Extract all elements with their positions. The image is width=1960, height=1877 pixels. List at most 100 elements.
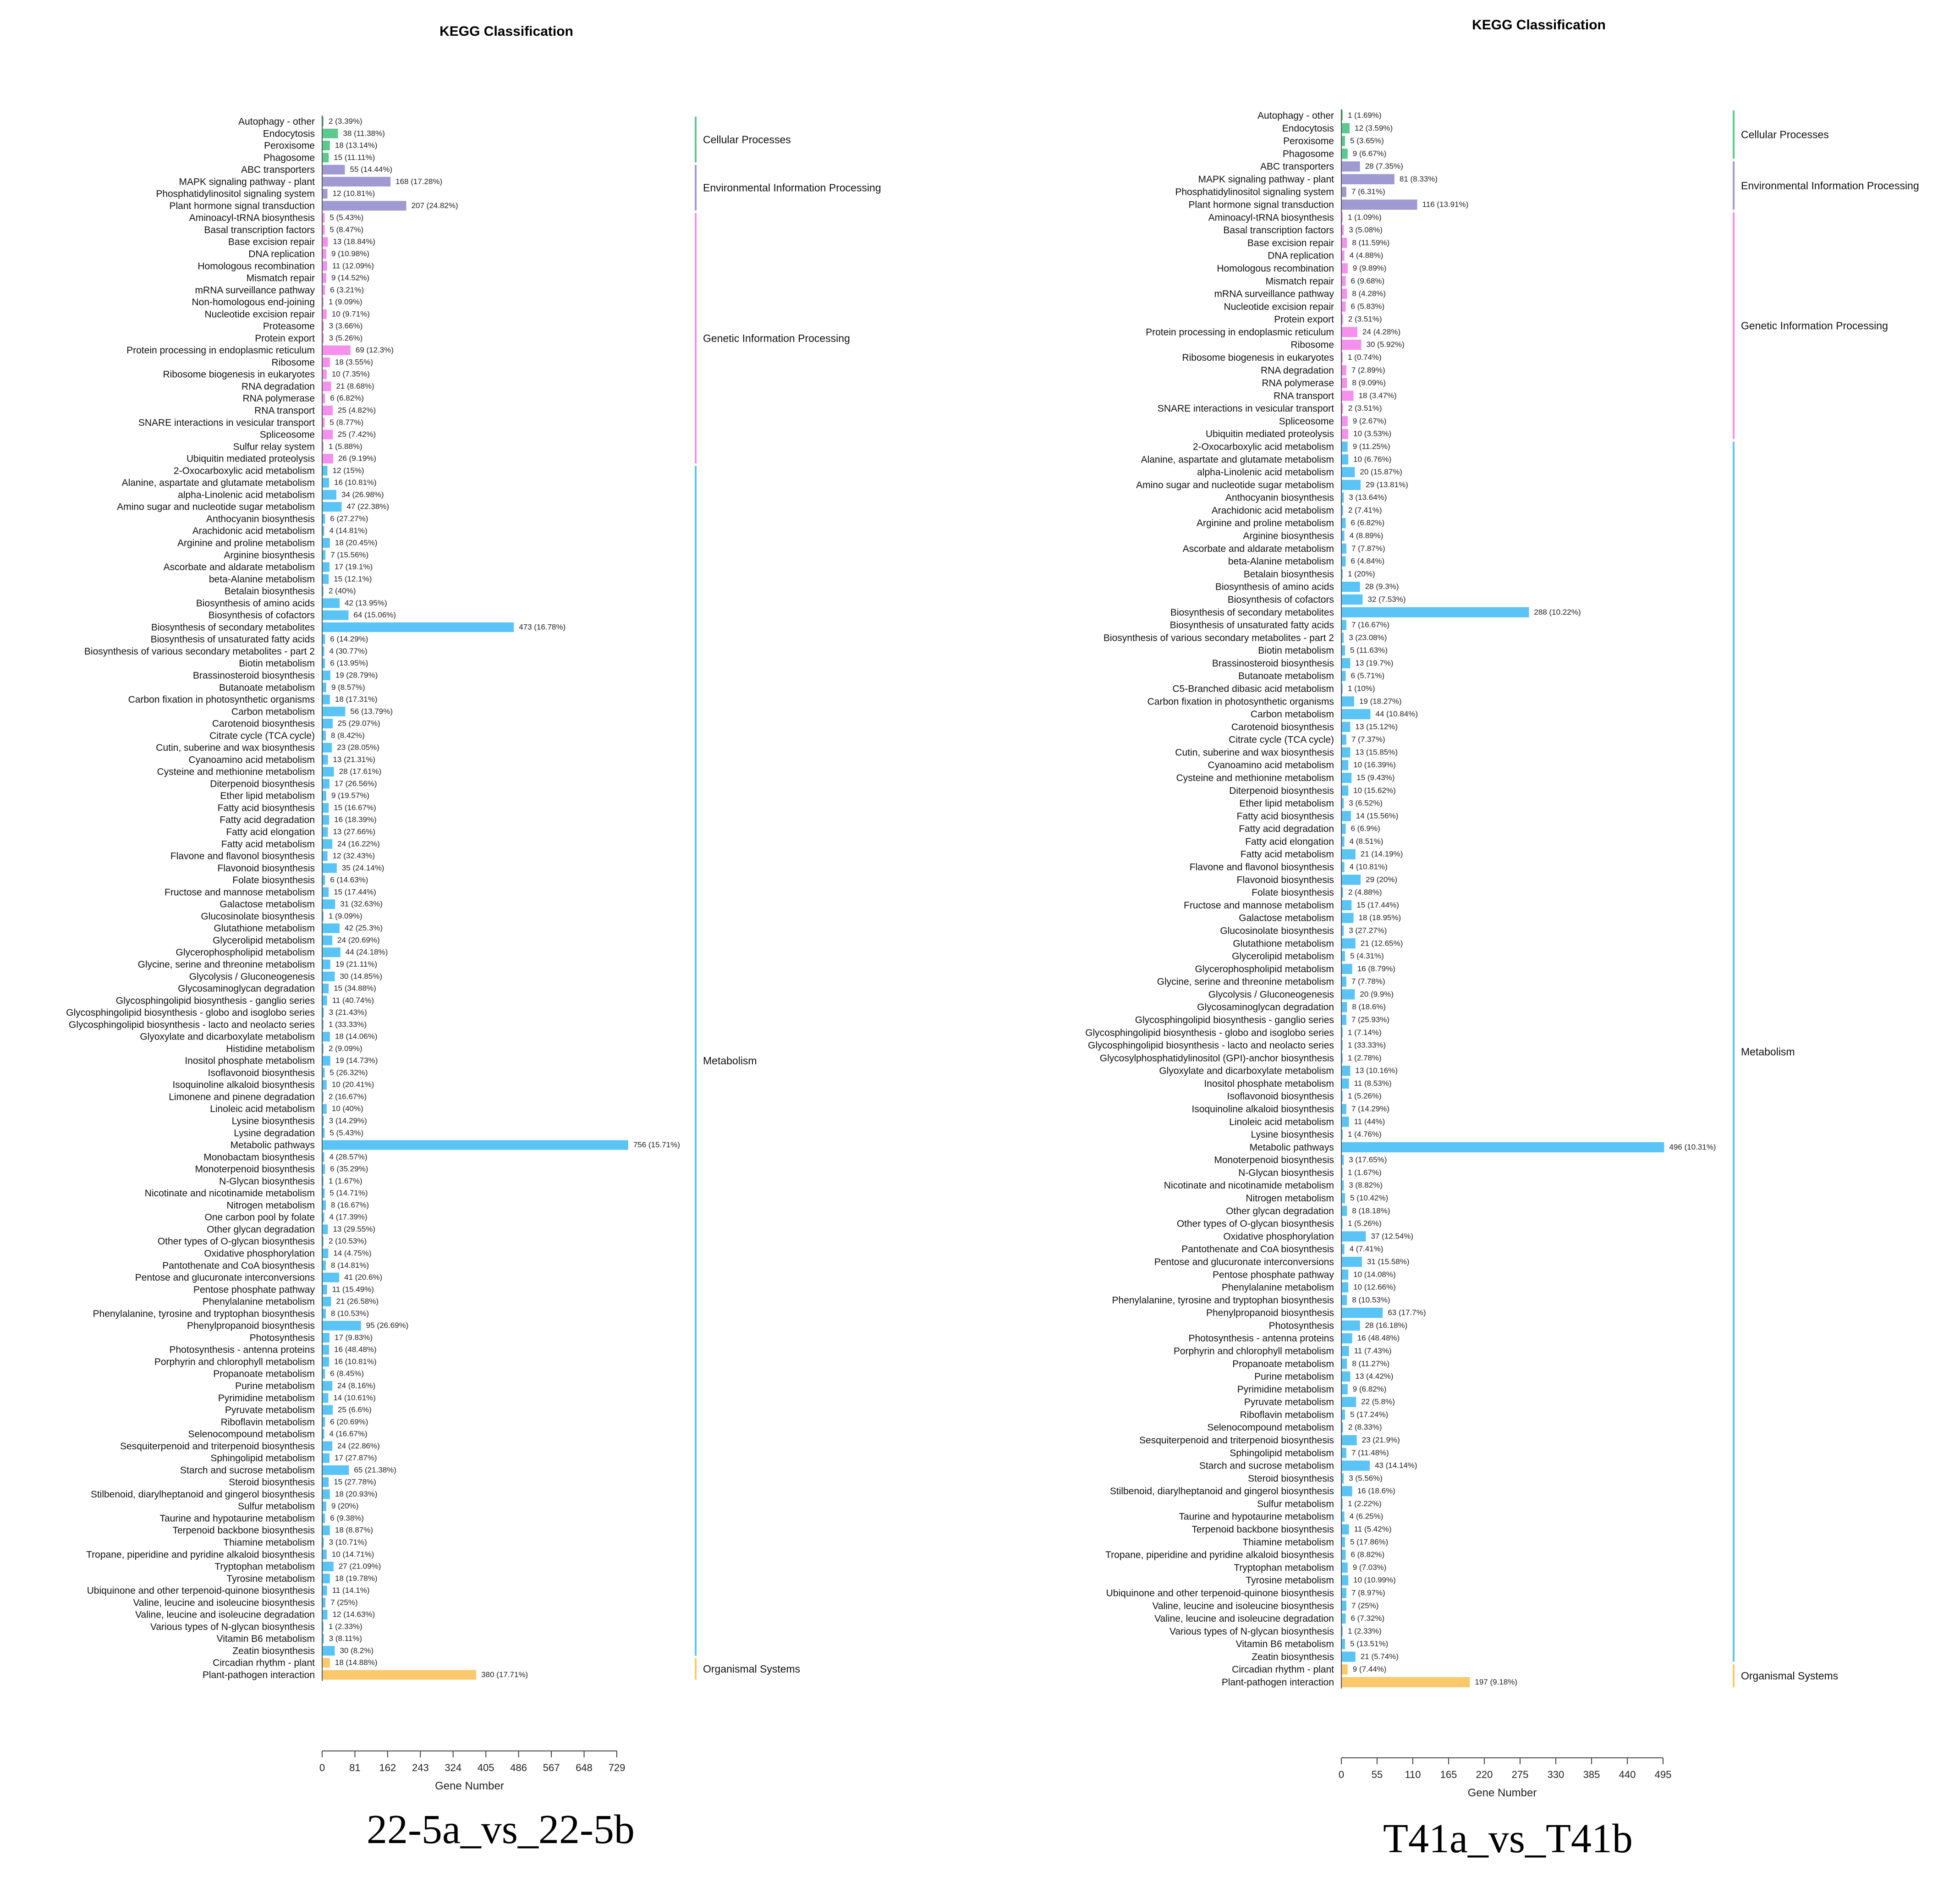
bar-data-label: 4 (17.39%) bbox=[329, 1213, 368, 1222]
bar bbox=[323, 128, 338, 138]
category-label: Various types of N-glycan biosynthesis bbox=[1169, 1626, 1334, 1637]
chart-caption: T41a_vs_T41b bbox=[1383, 1816, 1633, 1861]
category-label: Arginine biosynthesis bbox=[1243, 531, 1334, 541]
category-label: Cyanoamino acid metabolism bbox=[1208, 760, 1334, 771]
bar bbox=[323, 213, 325, 223]
bar-data-label: 9 (2.67%) bbox=[1353, 417, 1387, 425]
bar-data-label: 14 (15.56%) bbox=[1356, 811, 1399, 820]
bar bbox=[1342, 1664, 1348, 1675]
category-label: Cutin, suberine and wax biosynthesis bbox=[1175, 747, 1334, 758]
bar-data-label: 5 (11.63%) bbox=[1350, 646, 1388, 655]
bar bbox=[323, 550, 326, 560]
bar-data-label: 756 (15.71%) bbox=[633, 1140, 680, 1149]
bar bbox=[1342, 237, 1347, 248]
bar-data-label: 18 (20.93%) bbox=[335, 1490, 378, 1498]
bar bbox=[323, 429, 333, 440]
bar bbox=[1342, 1295, 1347, 1305]
bar bbox=[1342, 530, 1345, 541]
bar bbox=[323, 719, 333, 729]
bar bbox=[323, 1562, 334, 1572]
bar bbox=[1342, 1066, 1351, 1076]
bar-data-label: 5 (4.31%) bbox=[1350, 952, 1384, 960]
bar bbox=[1342, 1397, 1356, 1407]
bar bbox=[1342, 645, 1345, 656]
category-label: Mismatch repair bbox=[247, 273, 315, 284]
bar-data-label: 5 (13.51%) bbox=[1350, 1640, 1388, 1648]
bar bbox=[323, 514, 325, 524]
bar-data-label: 21 (26.58%) bbox=[336, 1297, 379, 1306]
bar-data-label: 7 (2.89%) bbox=[1351, 366, 1385, 374]
category-label: Aminoacyl-tRNA biosynthesis bbox=[189, 213, 315, 223]
bar-data-label: 11 (15.49%) bbox=[332, 1285, 374, 1294]
category-label: SNARE interactions in vesicular transpor… bbox=[138, 418, 315, 428]
category-label: Tropane, piperidine and pyridine alkaloi… bbox=[86, 1549, 315, 1560]
bar bbox=[1342, 671, 1346, 681]
bar bbox=[323, 875, 325, 885]
category-label: Sphingolipid metabolism bbox=[210, 1453, 315, 1464]
category-label: Terpenoid backbone biosynthesis bbox=[1191, 1525, 1334, 1535]
bar bbox=[323, 1429, 324, 1439]
category-label: Metabolic pathways bbox=[1250, 1142, 1334, 1153]
bar-data-label: 2 (7.41%) bbox=[1348, 506, 1382, 514]
bar-data-label: 28 (7.35%) bbox=[1365, 162, 1403, 171]
category-label: Ascorbate and aldarate metabolism bbox=[164, 562, 315, 572]
category-label: Flavonoid biosynthesis bbox=[1237, 875, 1334, 885]
bar-data-label: 3 (14.29%) bbox=[329, 1117, 367, 1125]
category-label: Ether lipid metabolism bbox=[1239, 798, 1334, 809]
category-label: Glycosphingolipid biosynthesis - lacto a… bbox=[69, 1019, 315, 1030]
bar bbox=[323, 731, 326, 741]
bar-data-label: 21 (5.74%) bbox=[1361, 1652, 1399, 1661]
category-label: Glycosaminoglycan degradation bbox=[1197, 1002, 1334, 1013]
category-label: Phenylpropanoid biosynthesis bbox=[1206, 1308, 1334, 1318]
category-label: Pyrimidine metabolism bbox=[1237, 1384, 1334, 1395]
category-label: Nicotinate and nicotinamide metabolism bbox=[145, 1188, 315, 1199]
category-label: Glycolysis / Gluconeogenesis bbox=[189, 971, 315, 982]
category-label: Biotin metabolism bbox=[239, 658, 315, 669]
bar-data-label: 3 (5.08%) bbox=[1349, 226, 1383, 234]
category-label: Inositol phosphate metabolism bbox=[185, 1056, 315, 1066]
group-label: Metabolism bbox=[1741, 1046, 1795, 1057]
bar-data-label: 4 (7.41%) bbox=[1350, 1244, 1384, 1253]
bar-data-label: 16 (48.48%) bbox=[334, 1345, 377, 1354]
bar-data-label: 18 (14.06%) bbox=[335, 1032, 378, 1041]
category-label: Plant hormone signal transduction bbox=[169, 201, 315, 211]
group-label: Genetic Information Processing bbox=[703, 332, 850, 344]
bar bbox=[1342, 1346, 1349, 1356]
bar-data-label: 13 (4.42%) bbox=[1355, 1372, 1393, 1381]
category-label: Glyoxylate and dicarboxylate metabolism bbox=[140, 1032, 315, 1042]
bar bbox=[1342, 1371, 1351, 1382]
category-label: Limonene and pinene degradation bbox=[169, 1092, 315, 1102]
bar-data-label: 24 (16.22%) bbox=[337, 839, 380, 848]
bar-data-label: 6 (9.68%) bbox=[1351, 276, 1385, 285]
bar-data-label: 3 (17.65%) bbox=[1349, 1156, 1387, 1164]
category-label: Vitamin B6 metabolism bbox=[1236, 1639, 1334, 1650]
bar bbox=[323, 249, 326, 259]
category-label: Valine, leucine and isoleucine biosynthe… bbox=[133, 1597, 315, 1608]
category-label: Pentose phosphate pathway bbox=[193, 1284, 315, 1295]
category-label: 2-Oxocarboxylic acid metabolism bbox=[174, 466, 315, 476]
category-label: Non-homologous end-joining bbox=[192, 297, 315, 308]
bar-data-label: 8 (14.81%) bbox=[331, 1261, 369, 1270]
category-label: Carbon metabolism bbox=[231, 706, 315, 717]
bar-data-label: 31 (15.58%) bbox=[1367, 1257, 1410, 1266]
bar bbox=[1342, 1256, 1362, 1267]
bar-data-label: 4 (14.81%) bbox=[329, 526, 368, 535]
bar bbox=[323, 309, 327, 319]
bar bbox=[323, 345, 351, 355]
bar bbox=[323, 1321, 361, 1331]
bar-data-label: 9 (11.25%) bbox=[1353, 442, 1390, 451]
bar-data-label: 14 (10.61%) bbox=[333, 1393, 376, 1402]
group-label: Cellular Processes bbox=[703, 133, 791, 145]
bar-data-label: 12 (32.43%) bbox=[333, 852, 375, 860]
bar-data-label: 2 (8.33%) bbox=[1348, 1423, 1382, 1431]
bar bbox=[1342, 658, 1351, 669]
bar-data-label: 13 (15.85%) bbox=[1355, 748, 1398, 756]
category-label: Sesquiterpenoid and triterpenoid biosynt… bbox=[120, 1441, 315, 1452]
bar bbox=[1342, 887, 1343, 898]
bar bbox=[323, 321, 324, 331]
category-label: Pyruvate metabolism bbox=[1244, 1397, 1334, 1408]
bar bbox=[323, 538, 330, 548]
bar bbox=[323, 658, 325, 668]
category-label: Autophagy - other bbox=[238, 116, 315, 127]
category-label: Lysine degradation bbox=[234, 1128, 315, 1139]
